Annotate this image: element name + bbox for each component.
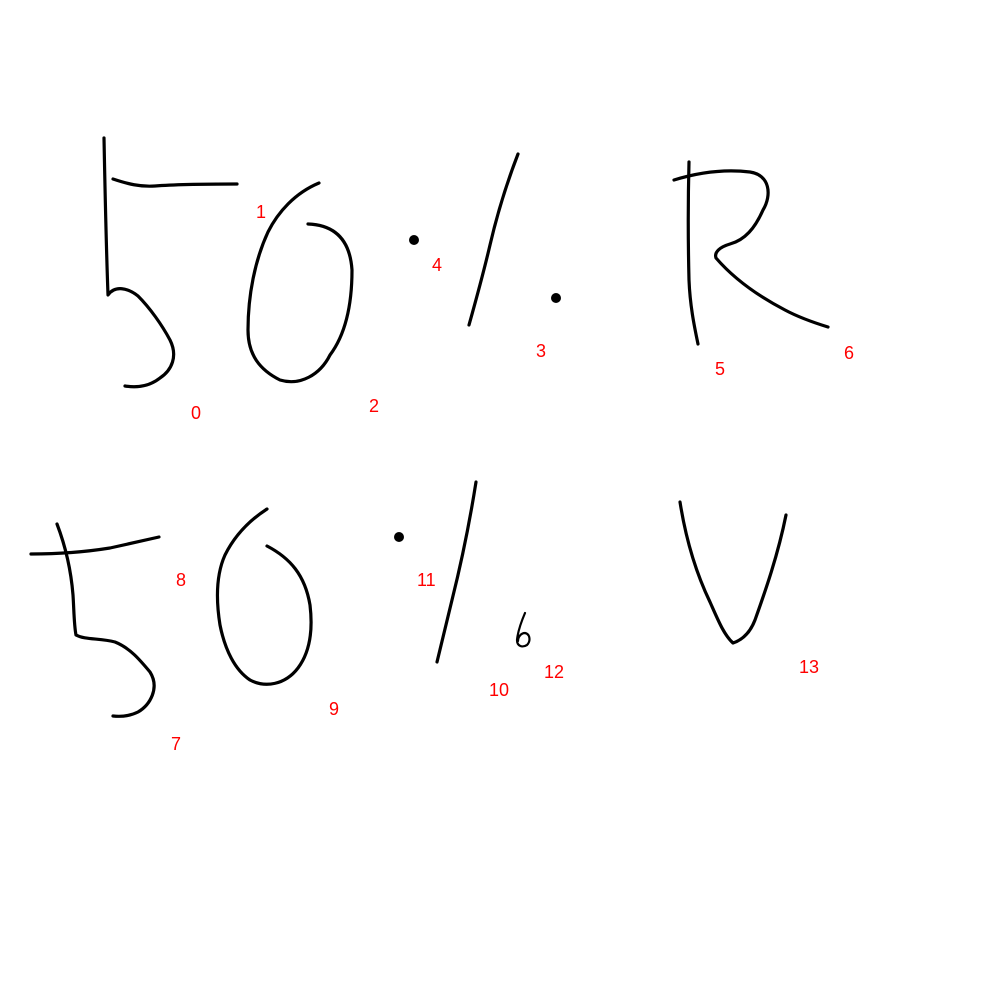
stroke-label-9: 9 [329,699,340,719]
stroke-label-11: 11 [417,570,436,590]
stroke-label-2: 2 [369,396,380,416]
stroke-12 [515,611,531,648]
stroke-5 [686,160,700,346]
stroke-4 [409,235,419,245]
stroke-label-13: 13 [799,657,820,677]
stroke-10 [435,480,478,664]
stroke-label-4: 4 [432,255,443,275]
stroke-8 [29,535,161,556]
stroke-1 [111,177,239,188]
stroke-3-dot [551,293,561,303]
stroke-13 [678,500,788,645]
stroke-7 [55,522,156,718]
stroke-label-10: 10 [489,680,510,700]
stroke-11 [394,532,404,542]
stroke-label-12: 12 [544,662,565,682]
stroke-label-6: 6 [844,343,855,363]
stroke-label-0: 0 [191,403,202,423]
stroke-6 [672,169,830,329]
stroke-label-1: 1 [256,202,267,222]
stroke-label-7: 7 [171,734,182,754]
stroke-label-5: 5 [715,359,726,379]
stroke-3 [467,152,520,327]
stroke-label-8: 8 [176,570,187,590]
stroke-9 [215,507,313,686]
stroke-2 [246,181,354,384]
stroke-label-3: 3 [536,341,547,361]
stroke-0 [102,136,176,389]
